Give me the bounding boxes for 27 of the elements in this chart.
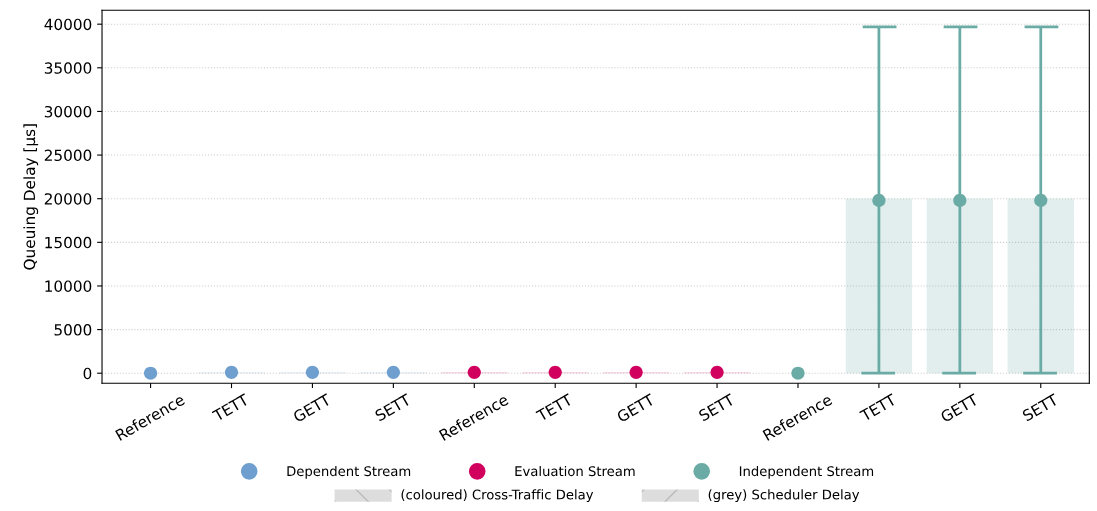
y-tick-label: 15000 [45,236,92,249]
point [791,366,805,380]
y-tick-label: 20000 [44,193,92,205]
point [710,365,724,379]
point [872,193,886,208]
y-tick-label: 30000 [44,105,92,118]
text: (grey) Scheduler Delay [708,489,860,503]
point [953,193,967,208]
point [629,365,643,379]
y-tick-label: 10000 [45,280,92,292]
legend-label: Evaluation Stream [515,465,635,477]
y-tick-label: 25000 [44,149,92,162]
y-tick-label: 5000 [54,324,92,336]
y-tick-label: 40000 [44,18,92,31]
legend-label: Dependent Stream [287,465,411,479]
y-axis-title: Queuing Delay [µs] [23,124,39,270]
point [305,365,320,379]
y-tick-label: 35000 [44,62,92,74]
legend-label: Independent Stream [739,465,874,479]
text: (coloured) Cross-Traffic Delay [401,489,594,503]
point [386,365,400,379]
point [548,365,562,379]
y-tick-label: 0 [83,367,92,380]
point [467,365,481,379]
point [224,365,239,379]
point [1034,193,1048,208]
point [143,366,158,380]
